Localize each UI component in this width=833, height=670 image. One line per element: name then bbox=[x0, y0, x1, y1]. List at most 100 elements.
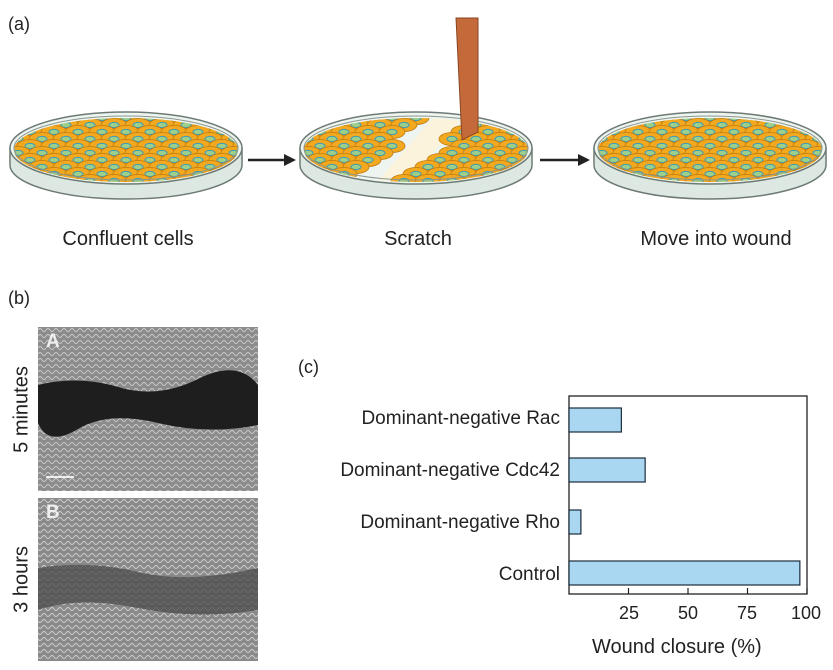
cell-nucleus bbox=[241, 171, 251, 176]
cell-nucleus bbox=[506, 156, 518, 164]
cell bbox=[232, 118, 238, 125]
cell-nucleus bbox=[608, 118, 620, 122]
dish-confluent bbox=[1, 111, 271, 200]
cell-nucleus bbox=[608, 156, 620, 164]
cell-nucleus bbox=[386, 142, 398, 150]
cell-nucleus bbox=[374, 135, 386, 143]
cell-nucleus bbox=[374, 121, 386, 129]
cell-nucleus bbox=[338, 156, 350, 164]
cell-nucleus bbox=[531, 115, 541, 120]
cell-nucleus bbox=[398, 121, 410, 129]
cell-nucleus bbox=[543, 136, 553, 141]
cell-nucleus bbox=[506, 142, 518, 150]
cell-nucleus bbox=[728, 128, 740, 136]
bar-cdc42 bbox=[568, 457, 646, 483]
cell bbox=[304, 118, 310, 125]
cell-nucleus bbox=[72, 142, 84, 150]
cell-nucleus bbox=[644, 163, 656, 171]
cell-nucleus bbox=[253, 122, 263, 127]
cell-nucleus bbox=[253, 150, 263, 155]
dish-scratch bbox=[291, 111, 561, 200]
cell-nucleus bbox=[216, 118, 228, 122]
cell-nucleus bbox=[680, 142, 692, 150]
cell-nucleus bbox=[48, 128, 60, 136]
cell-nucleus bbox=[36, 135, 48, 143]
micrograph-b-letter: B bbox=[46, 502, 60, 523]
cell-nucleus bbox=[108, 135, 120, 143]
cell-nucleus bbox=[716, 121, 728, 129]
cell-nucleus bbox=[543, 150, 553, 155]
cell-nucleus bbox=[728, 142, 740, 150]
cell-nucleus bbox=[96, 142, 108, 150]
cell bbox=[232, 139, 238, 153]
arrow-1 bbox=[248, 154, 296, 166]
cell bbox=[535, 175, 561, 188]
cell-nucleus bbox=[668, 163, 680, 171]
cell-nucleus bbox=[350, 135, 362, 143]
chart-frame bbox=[568, 395, 808, 595]
cell-nucleus bbox=[752, 128, 764, 136]
cell-nucleus bbox=[543, 164, 553, 169]
cell-nucleus bbox=[228, 121, 238, 129]
cell-nucleus bbox=[60, 149, 72, 157]
cell-nucleus bbox=[216, 142, 228, 150]
dish-moved bbox=[593, 111, 833, 200]
cell-nucleus bbox=[192, 142, 204, 150]
cell bbox=[816, 118, 822, 125]
cell-nucleus bbox=[788, 149, 800, 157]
cell-nucleus bbox=[84, 149, 96, 157]
cell-nucleus bbox=[362, 142, 374, 150]
cell-nucleus bbox=[204, 135, 216, 143]
cell-nucleus bbox=[120, 156, 132, 164]
cell-nucleus bbox=[800, 156, 812, 164]
cell-nucleus bbox=[192, 128, 204, 136]
caption-scratch: Scratch bbox=[384, 228, 452, 250]
cell bbox=[535, 147, 561, 160]
cell-nucleus bbox=[752, 142, 764, 150]
cell-nucleus bbox=[680, 170, 692, 178]
cell-nucleus bbox=[740, 163, 752, 171]
cell-nucleus bbox=[84, 163, 96, 171]
cell-nucleus bbox=[656, 142, 668, 150]
cell bbox=[598, 118, 604, 125]
cell bbox=[522, 118, 528, 125]
cell-nucleus bbox=[132, 149, 144, 157]
cell-nucleus bbox=[788, 135, 800, 143]
cell-nucleus bbox=[48, 142, 60, 150]
label-3-hours: 3 hours bbox=[10, 546, 33, 613]
cell-nucleus bbox=[72, 156, 84, 164]
cell-nucleus bbox=[644, 149, 656, 157]
tick-label-100: 100 bbox=[790, 603, 822, 623]
cell-nucleus bbox=[216, 156, 228, 164]
cell-nucleus bbox=[338, 142, 350, 150]
cell-nucleus bbox=[1, 171, 11, 176]
category-label-cdc42: Dominant-negative Cdc42 bbox=[340, 460, 560, 481]
cell bbox=[829, 147, 833, 160]
cell bbox=[245, 161, 271, 174]
cell-nucleus bbox=[374, 149, 386, 157]
cell-nucleus bbox=[291, 171, 301, 176]
tick-label-50: 50 bbox=[677, 603, 699, 623]
tick-label-25: 25 bbox=[618, 603, 640, 623]
cell-nucleus bbox=[620, 149, 632, 157]
cell-nucleus bbox=[96, 128, 108, 136]
cell-nucleus bbox=[728, 170, 740, 178]
cell bbox=[245, 175, 271, 188]
cell-nucleus bbox=[692, 149, 704, 157]
cell-nucleus bbox=[752, 156, 764, 164]
cell-nucleus bbox=[668, 121, 680, 129]
cell bbox=[829, 133, 833, 146]
cell-nucleus bbox=[800, 118, 812, 122]
cell-nucleus bbox=[204, 149, 216, 157]
cell bbox=[245, 119, 271, 132]
cell-nucleus bbox=[656, 128, 668, 136]
cell-nucleus bbox=[825, 115, 833, 120]
cell-nucleus bbox=[656, 156, 668, 164]
cell bbox=[829, 119, 833, 132]
cell-nucleus bbox=[446, 149, 458, 157]
cell-nucleus bbox=[518, 121, 528, 129]
petri-dish-diagram bbox=[1, 17, 833, 200]
cell-nucleus bbox=[434, 156, 446, 164]
cell-nucleus bbox=[776, 128, 788, 136]
cell bbox=[792, 118, 820, 125]
